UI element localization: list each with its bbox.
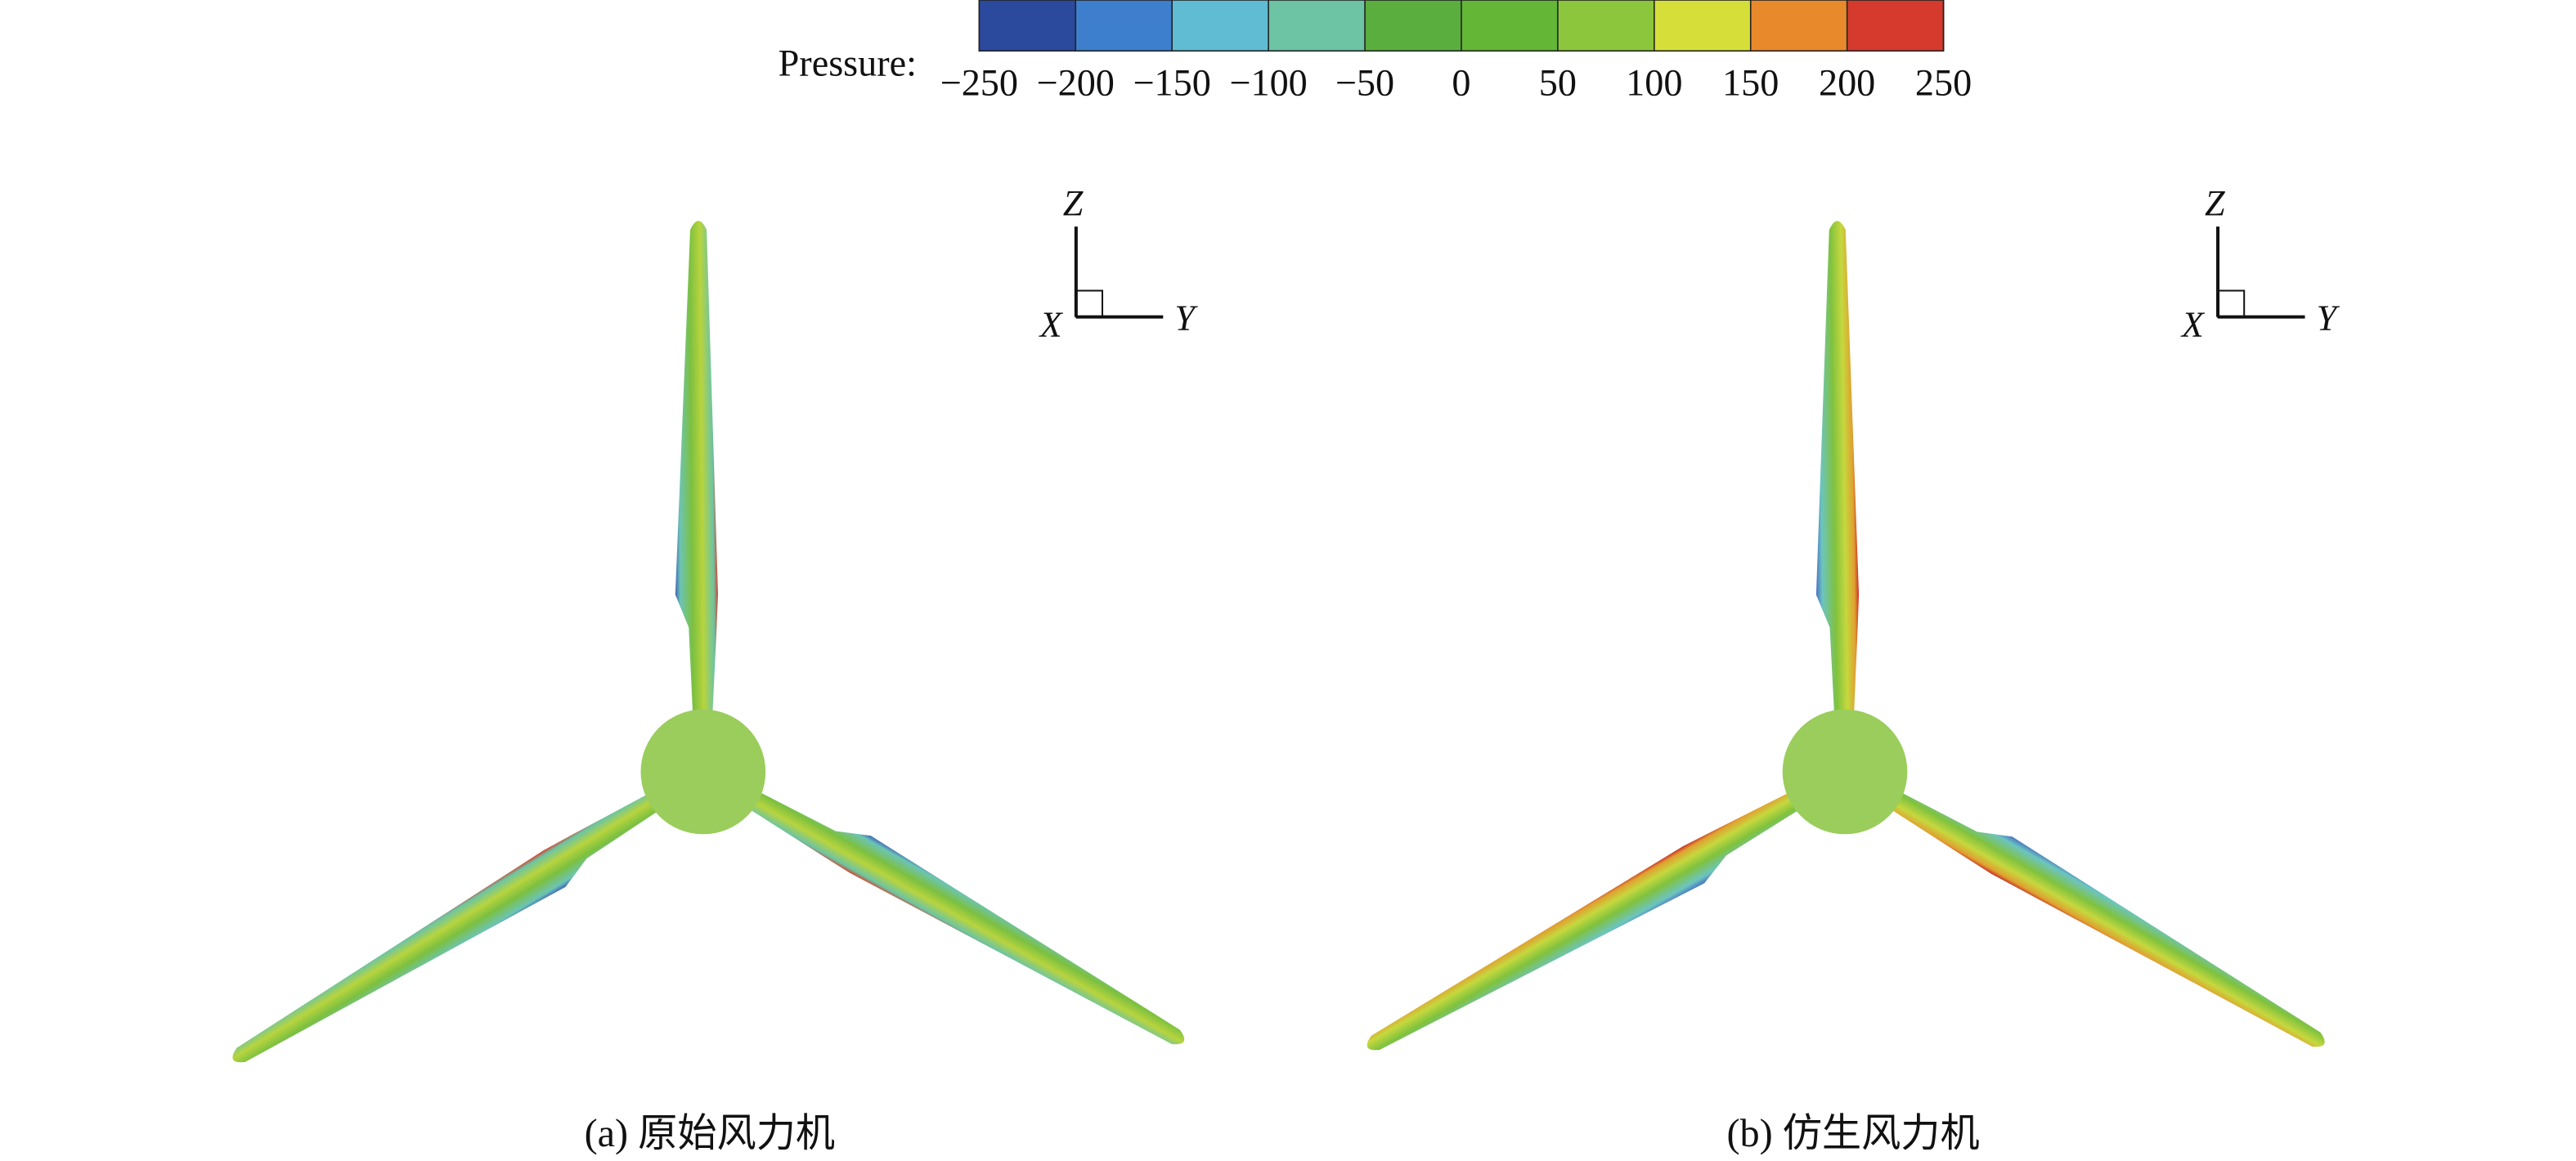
colorbar-tick-label: −50	[1335, 61, 1394, 103]
blade	[1367, 791, 1801, 1051]
axis-label: Y	[2317, 298, 2340, 338]
hub	[640, 709, 766, 835]
colorbar: −250 −200 −150 −100 −50 0 50 100 150 200 250	[940, 0, 1972, 103]
colorbar-segment	[1557, 0, 1654, 52]
axis-x	[2217, 289, 2246, 318]
colorbar-tick-label: 50	[1539, 61, 1577, 103]
colorbar-frame	[978, 0, 1945, 52]
blade	[748, 791, 1185, 1045]
colorbar-tick-label: −100	[1229, 61, 1307, 103]
colorbar-segment	[1654, 0, 1751, 52]
colorbar-segment	[1075, 0, 1173, 52]
blade	[675, 221, 719, 715]
panel: Z X Y (a) 原始风力机	[232, 183, 1198, 1155]
blade	[1890, 791, 2325, 1047]
axis-label: Z	[2205, 183, 2225, 223]
colorbar-tick-label: 0	[1452, 61, 1470, 103]
colorbar-tick-label: −200	[1037, 61, 1115, 103]
axis-label: X	[2180, 305, 2206, 345]
axis-label: Z	[1063, 183, 1084, 223]
colorbar-segment	[1365, 0, 1461, 52]
colorbar-tick-label: 200	[1819, 61, 1875, 103]
colorbar-segment	[1268, 0, 1366, 52]
colorbar-tick-label: 100	[1626, 61, 1682, 103]
axis-label: X	[1039, 305, 1064, 345]
colorbar-tick-label: −250	[940, 61, 1018, 103]
colorbar-segment	[1172, 0, 1269, 52]
panels: Z X Y (a) 原始风力机 Z X Y (b) 仿生风力机	[232, 183, 2340, 1155]
hub	[1782, 709, 1908, 835]
axis-x	[1075, 289, 1103, 318]
colorbar-tick-label: −150	[1133, 61, 1210, 103]
blade	[1815, 221, 1860, 715]
caption: (b) 仿生风力机	[1726, 1112, 1979, 1155]
colorbar-segment	[1847, 0, 1944, 52]
colorbar-segment	[979, 0, 1076, 52]
colorbar-tick-label: 150	[1722, 61, 1779, 103]
axis-label: Y	[1174, 298, 1198, 338]
colorbar-segment	[1750, 0, 1847, 52]
colorbar-segment	[1461, 0, 1558, 52]
panel: Z X Y (b) 仿生风力机	[1367, 183, 2340, 1155]
caption: (a) 原始风力机	[585, 1112, 836, 1155]
colorbar-tick-label: 250	[1915, 61, 1972, 103]
blade	[232, 793, 660, 1063]
colorbar-label: Pressure:	[779, 42, 917, 83]
